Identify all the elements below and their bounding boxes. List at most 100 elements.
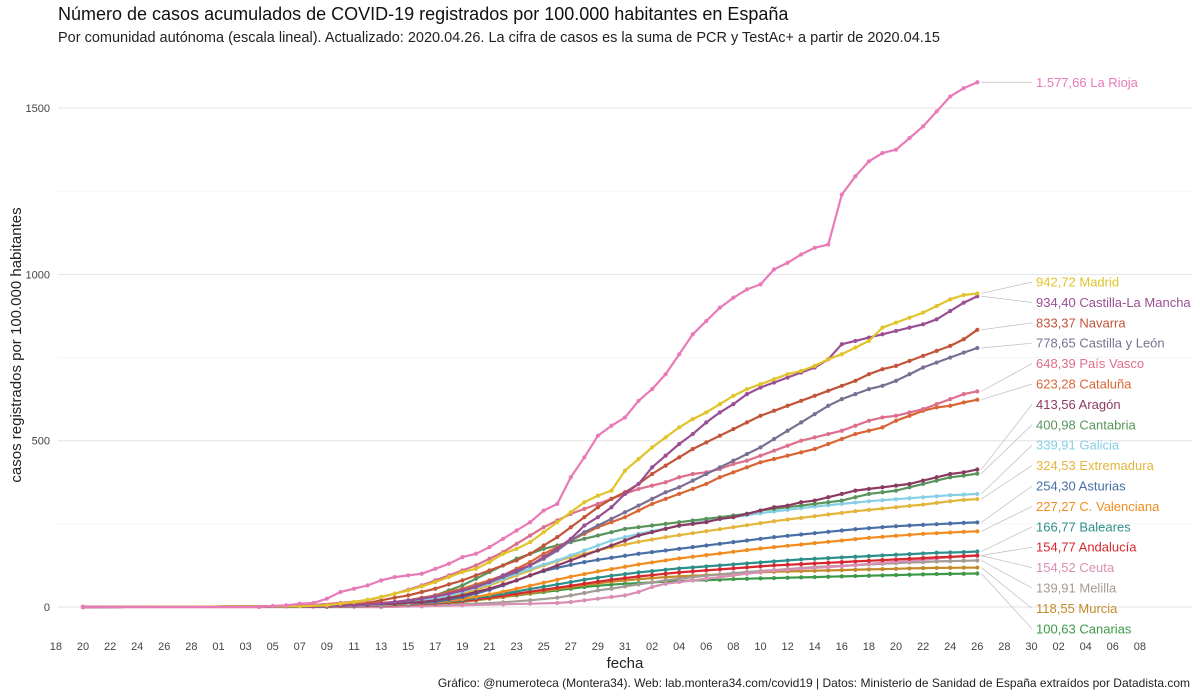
series-point (758, 460, 763, 465)
series-line (82, 521, 978, 609)
series-point (866, 418, 872, 423)
label-leader (981, 526, 1033, 552)
series-point (866, 372, 872, 377)
series-point (609, 577, 614, 582)
series-point (595, 543, 601, 548)
series-point (677, 579, 682, 585)
series-point (704, 573, 709, 578)
series-point (961, 558, 966, 563)
series-point (948, 355, 953, 360)
label-leader (981, 506, 1033, 532)
series-point (826, 564, 831, 570)
series-point (866, 558, 872, 563)
series-point (853, 537, 858, 542)
series-point (839, 510, 844, 515)
series-point (731, 470, 736, 475)
series-point (961, 292, 966, 298)
series-point (528, 533, 533, 538)
series-point (771, 559, 777, 564)
series-point (744, 538, 750, 543)
x-tick-label: 22 (917, 641, 929, 653)
series-point (839, 501, 844, 506)
x-tick-label: 18 (863, 641, 875, 653)
series-point (731, 573, 736, 578)
series-point (771, 505, 777, 510)
series-point (568, 574, 573, 579)
series-point (921, 531, 926, 536)
series-point (921, 310, 926, 315)
series-point (595, 515, 601, 520)
series-point (907, 410, 912, 415)
series-point (704, 440, 709, 445)
series-point (812, 531, 817, 536)
series-line (82, 398, 978, 609)
series-point (595, 579, 601, 584)
series-point (880, 566, 885, 572)
series-point (744, 511, 750, 516)
series-point (799, 542, 804, 547)
series-point (826, 357, 831, 362)
series-point (826, 431, 831, 437)
series-point (500, 589, 506, 594)
series-point (948, 94, 953, 99)
series-point (853, 345, 858, 350)
series-point (799, 566, 804, 571)
label-leader (981, 424, 1033, 474)
series-point (677, 441, 682, 447)
series-point (839, 397, 844, 402)
series-point (717, 563, 722, 568)
series-point (799, 575, 804, 580)
series-point (582, 571, 587, 577)
series-point (446, 561, 451, 566)
series-point (866, 573, 872, 578)
series-point (677, 533, 682, 538)
series-point (731, 525, 736, 530)
series-point (568, 536, 573, 541)
series-point (690, 545, 695, 550)
series-label: 934,40 Castilla-La Mancha (1036, 295, 1191, 310)
series-label: 227,27 C. Valenciana (1036, 499, 1160, 514)
series-point (528, 586, 533, 592)
x-tick-label: 17 (429, 641, 441, 653)
series-point (812, 435, 817, 440)
series-point (663, 558, 668, 563)
series-point (704, 568, 709, 573)
series-point (622, 515, 628, 520)
series-point (351, 599, 357, 605)
series-point (948, 403, 953, 408)
series-point (460, 603, 465, 608)
series-point (880, 498, 885, 503)
series-point (528, 563, 533, 568)
series-point (704, 410, 709, 415)
series-point (663, 581, 668, 586)
series-point (690, 521, 695, 526)
series-point (690, 332, 695, 337)
series-point (704, 516, 709, 521)
series-point (893, 566, 899, 571)
series-label: 833,37 Navarra (1036, 315, 1126, 330)
y-tick-label: 0 (44, 602, 50, 614)
series-point (541, 525, 546, 530)
series-point (758, 569, 763, 575)
series-point (690, 431, 695, 437)
series-point (636, 508, 641, 513)
series-point (731, 540, 736, 545)
series-point (853, 562, 858, 568)
series-point (487, 559, 492, 565)
series-point (609, 586, 614, 591)
x-tick-label: 06 (1107, 641, 1119, 653)
series-point (731, 515, 736, 520)
series-point (663, 435, 668, 440)
series-point (839, 491, 844, 497)
series-point (595, 433, 601, 438)
series-point (853, 338, 858, 344)
series-point (866, 561, 872, 566)
series-point (826, 503, 831, 508)
series-label: 413,56 Aragón (1036, 397, 1121, 412)
series-point (758, 282, 763, 287)
x-tick-label: 18 (50, 641, 62, 653)
series-point (650, 471, 655, 477)
series-point (568, 553, 573, 558)
series-point (812, 245, 817, 250)
